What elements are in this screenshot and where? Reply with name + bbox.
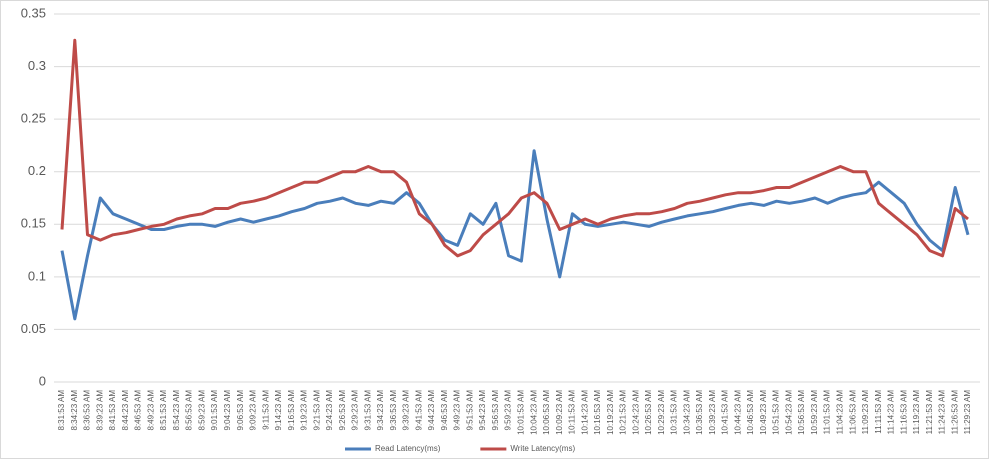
x-tick-label: 9:49:23 AM bbox=[453, 390, 462, 431]
x-tick-label: 10:24:23 AM bbox=[631, 390, 640, 435]
x-tick-label: 8:36:53 AM bbox=[83, 390, 92, 431]
x-tick-label: 9:41:53 AM bbox=[414, 390, 423, 431]
y-tick-label: 0.3 bbox=[28, 58, 46, 73]
x-tick-label: 8:59:23 AM bbox=[197, 390, 206, 431]
x-tick-label: 11:11:53 AM bbox=[874, 390, 883, 434]
x-tick-label: 8:41:53 AM bbox=[108, 390, 117, 431]
y-tick-label: 0 bbox=[39, 373, 46, 388]
y-tick-label: 0.05 bbox=[21, 321, 46, 336]
x-tick-label: 10:46:53 AM bbox=[746, 390, 755, 435]
x-tick-label: 9:34:23 AM bbox=[376, 390, 385, 431]
x-tick-label: 8:39:23 AM bbox=[95, 390, 104, 431]
x-tick-label: 9:46:53 AM bbox=[440, 390, 449, 431]
x-tick-label: 9:14:23 AM bbox=[274, 390, 283, 431]
x-tick-label: 9:16:53 AM bbox=[287, 390, 296, 431]
x-tick-label: 10:39:23 AM bbox=[708, 390, 717, 435]
x-tick-label: 9:19:23 AM bbox=[300, 390, 309, 431]
x-tick-label: 10:51:53 AM bbox=[772, 390, 781, 435]
x-tick-label: 10:21:53 AM bbox=[619, 390, 628, 435]
x-tick-label: 10:54:23 AM bbox=[784, 390, 793, 435]
x-tick-label: 8:56:53 AM bbox=[185, 390, 194, 431]
legend-label: Read Latency(ms) bbox=[375, 444, 441, 453]
x-tick-label: 10:14:23 AM bbox=[580, 390, 589, 435]
x-tick-label: 10:56:53 AM bbox=[797, 390, 806, 435]
x-tick-label: 11:19:23 AM bbox=[912, 390, 921, 435]
x-tick-label: 10:16:53 AM bbox=[593, 390, 602, 435]
x-tick-label: 9:04:23 AM bbox=[223, 390, 232, 431]
y-tick-label: 0.25 bbox=[21, 111, 46, 126]
x-tick-label: 9:51:53 AM bbox=[465, 390, 474, 431]
x-tick-label: 10:09:23 AM bbox=[555, 390, 564, 435]
x-tick-label: 11:06:53 AM bbox=[848, 390, 857, 435]
x-tick-label: 9:21:53 AM bbox=[312, 390, 321, 431]
x-tick-label: 10:59:23 AM bbox=[810, 390, 819, 435]
y-tick-label: 0.1 bbox=[28, 268, 46, 283]
x-tick-label: 8:31:53 AM bbox=[57, 390, 66, 431]
x-tick-label: 11:26:53 AM bbox=[950, 390, 959, 435]
x-tick-label: 10:19:23 AM bbox=[606, 390, 615, 435]
x-tick-label: 10:34:23 AM bbox=[682, 390, 691, 435]
x-tick-label: 8:34:23 AM bbox=[70, 390, 79, 431]
x-tick-label: 10:11:53 AM bbox=[568, 390, 577, 435]
x-tick-label: 9:59:23 AM bbox=[504, 390, 513, 431]
x-tick-label: 11:21:53 AM bbox=[925, 390, 934, 435]
x-tick-label: 10:04:23 AM bbox=[529, 390, 538, 435]
x-tick-label: 10:29:23 AM bbox=[657, 390, 666, 435]
x-tick-label: 11:29:23 AM bbox=[963, 390, 972, 435]
series-line bbox=[60, 149, 970, 321]
x-tick-label: 10:36:53 AM bbox=[695, 390, 704, 435]
x-tick-label: 8:49:23 AM bbox=[146, 390, 155, 431]
x-tick-label: 10:06:53 AM bbox=[542, 390, 551, 435]
x-tick-label: 8:54:23 AM bbox=[172, 390, 181, 431]
legend-label: Write Latency(ms) bbox=[510, 444, 575, 453]
x-tick-label: 9:31:53 AM bbox=[363, 390, 372, 431]
x-tick-label: 9:06:53 AM bbox=[236, 390, 245, 431]
x-tick-label: 10:31:53 AM bbox=[670, 390, 679, 435]
x-tick-label: 10:41:53 AM bbox=[721, 390, 730, 435]
x-tick-label: 8:44:23 AM bbox=[121, 390, 130, 431]
x-tick-label: 11:14:23 AM bbox=[887, 390, 896, 435]
x-tick-label: 10:01:53 AM bbox=[516, 390, 525, 435]
x-tick-label: 8:46:53 AM bbox=[134, 390, 143, 431]
x-tick-label: 8:51:53 AM bbox=[159, 390, 168, 431]
x-tick-label: 9:39:23 AM bbox=[402, 390, 411, 431]
x-tick-label: 11:09:23 AM bbox=[861, 390, 870, 435]
x-tick-label: 9:29:23 AM bbox=[351, 390, 360, 431]
x-tick-label: 9:09:23 AM bbox=[249, 390, 258, 431]
y-tick-label: 0.2 bbox=[28, 163, 46, 178]
x-tick-label: 11:16:53 AM bbox=[899, 390, 908, 435]
series-line bbox=[60, 38, 969, 258]
x-tick-label: 11:24:23 AM bbox=[938, 390, 947, 435]
x-tick-label: 9:26:53 AM bbox=[338, 390, 347, 431]
y-tick-label: 0.15 bbox=[21, 216, 46, 231]
x-tick-label: 9:36:53 AM bbox=[389, 390, 398, 431]
x-tick-label: 9:56:53 AM bbox=[491, 390, 500, 431]
x-tick-label: 11:04:23 AM bbox=[836, 390, 845, 435]
x-tick-label: 10:49:23 AM bbox=[759, 390, 768, 435]
x-tick-label: 11:01:53 AM bbox=[823, 390, 832, 435]
x-tick-label: 9:01:53 AM bbox=[210, 390, 219, 431]
x-tick-label: 9:44:23 AM bbox=[427, 390, 436, 431]
x-tick-label: 10:44:23 AM bbox=[733, 390, 742, 435]
x-tick-label: 9:11:53 AM bbox=[261, 390, 270, 430]
y-tick-label: 0.35 bbox=[21, 5, 46, 20]
x-tick-label: 9:54:23 AM bbox=[478, 390, 487, 431]
x-tick-label: 10:26:53 AM bbox=[644, 390, 653, 435]
x-tick-label: 9:24:23 AM bbox=[325, 390, 334, 431]
